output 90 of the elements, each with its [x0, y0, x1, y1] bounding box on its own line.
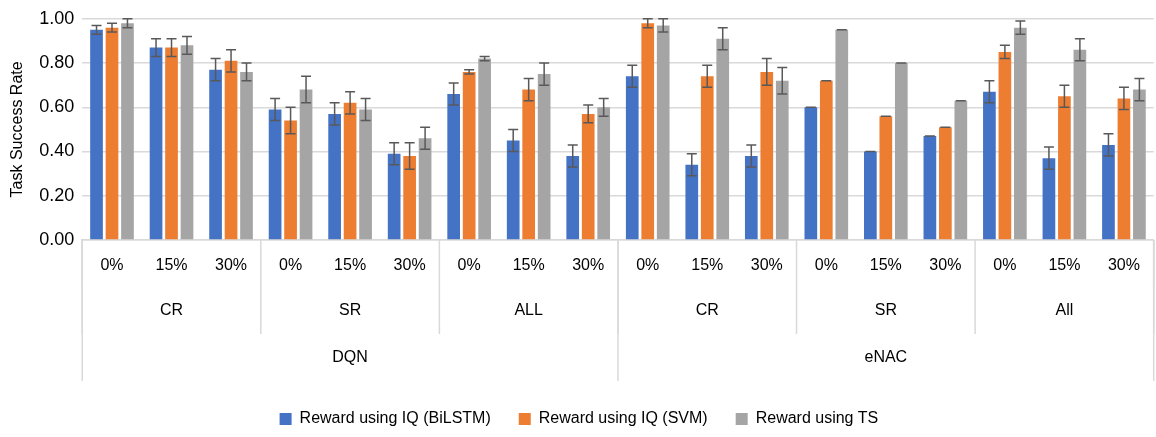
bar: [506, 140, 520, 240]
x-tick-label: 0%: [100, 256, 124, 274]
bar: [760, 71, 774, 240]
bar: [359, 109, 372, 240]
text: CR: [695, 300, 719, 318]
y-tick-label: 0.40: [39, 140, 75, 161]
text: eNAC: [864, 347, 908, 365]
text: All: [1055, 300, 1074, 318]
text: CR: [159, 300, 184, 318]
x-tick-label: 15%: [512, 256, 545, 274]
bar: [566, 155, 580, 240]
bar: [1014, 27, 1027, 240]
x-tick-label: 15%: [155, 256, 188, 274]
x-tick-label: 15%: [1048, 256, 1081, 274]
bar: [387, 153, 401, 240]
x-tick-label: 30%: [393, 256, 426, 274]
bar: [656, 25, 670, 240]
y-tick-label: 0.60: [39, 96, 75, 117]
bar: [462, 71, 476, 240]
bar: [418, 138, 432, 240]
x-tick-label: 30%: [1107, 256, 1140, 274]
bar: [998, 51, 1012, 240]
bar: [939, 127, 952, 240]
bar: [149, 47, 163, 240]
bar: [894, 63, 908, 240]
bar: [625, 76, 639, 240]
bar: [641, 23, 655, 240]
bar: [1117, 98, 1131, 240]
y-tick-label: 1.00: [39, 7, 75, 28]
text: SR: [874, 300, 897, 318]
y-axis-title: Task Success Rate: [8, 61, 26, 198]
bar: [240, 71, 253, 240]
bar: [716, 38, 730, 240]
bar: [835, 29, 849, 240]
bar: [537, 74, 551, 240]
text: DQN: [332, 347, 368, 365]
bar: [1133, 89, 1146, 240]
x-tick-label: 0%: [279, 256, 303, 274]
bar: [1058, 96, 1071, 240]
bar: [268, 109, 282, 240]
bar: [90, 29, 103, 240]
bar: [685, 164, 699, 240]
x-tick-label: 30%: [572, 256, 605, 274]
x-tick-label: 0%: [636, 256, 660, 274]
bar: [403, 155, 416, 240]
bar: [700, 76, 714, 240]
bar: [983, 91, 996, 240]
y-tick-label: 0.00: [39, 228, 75, 249]
x-tick-label: 0%: [457, 256, 481, 274]
x-tick-label: 30%: [750, 256, 783, 274]
bar: [328, 113, 341, 240]
legend-label: Reward using TS: [755, 409, 879, 427]
bar: [581, 113, 595, 240]
bar: [121, 23, 134, 240]
legend-label: Reward using IQ (SVM): [538, 409, 708, 427]
bar: [1102, 144, 1115, 240]
text: ALL: [514, 300, 544, 318]
x-tick-label: 15%: [869, 256, 902, 274]
bar: [284, 120, 297, 240]
bar: [447, 94, 461, 240]
bar: [522, 89, 536, 240]
bar: [923, 136, 937, 240]
bar: [775, 80, 789, 240]
bar: [864, 151, 877, 240]
bar: [1042, 158, 1056, 240]
y-tick-label: 0.20: [39, 184, 75, 205]
bar: [804, 107, 818, 240]
bar: [597, 107, 611, 240]
bar: [1073, 49, 1087, 240]
bar: [105, 27, 119, 240]
bar: [343, 102, 357, 240]
legend-label: Reward using IQ (BiLSTM): [299, 409, 491, 427]
y-tick-label: 0.80: [39, 52, 75, 73]
bar: [478, 58, 491, 240]
x-tick-label: 30%: [215, 256, 248, 274]
x-tick-label: 30%: [929, 256, 962, 274]
x-tick-label: 0%: [993, 256, 1017, 274]
bar: [165, 47, 178, 240]
text: SR: [338, 300, 362, 318]
bar: [224, 60, 238, 240]
x-tick-label: 15%: [691, 256, 724, 274]
bar: [879, 116, 893, 240]
bar: [744, 155, 758, 240]
bar: [180, 45, 194, 240]
bar: [819, 80, 833, 240]
x-tick-label: 15%: [334, 256, 367, 274]
x-tick-label: 0%: [814, 256, 838, 274]
bar: [209, 69, 222, 240]
bar: [299, 89, 313, 240]
bar: [954, 100, 968, 240]
